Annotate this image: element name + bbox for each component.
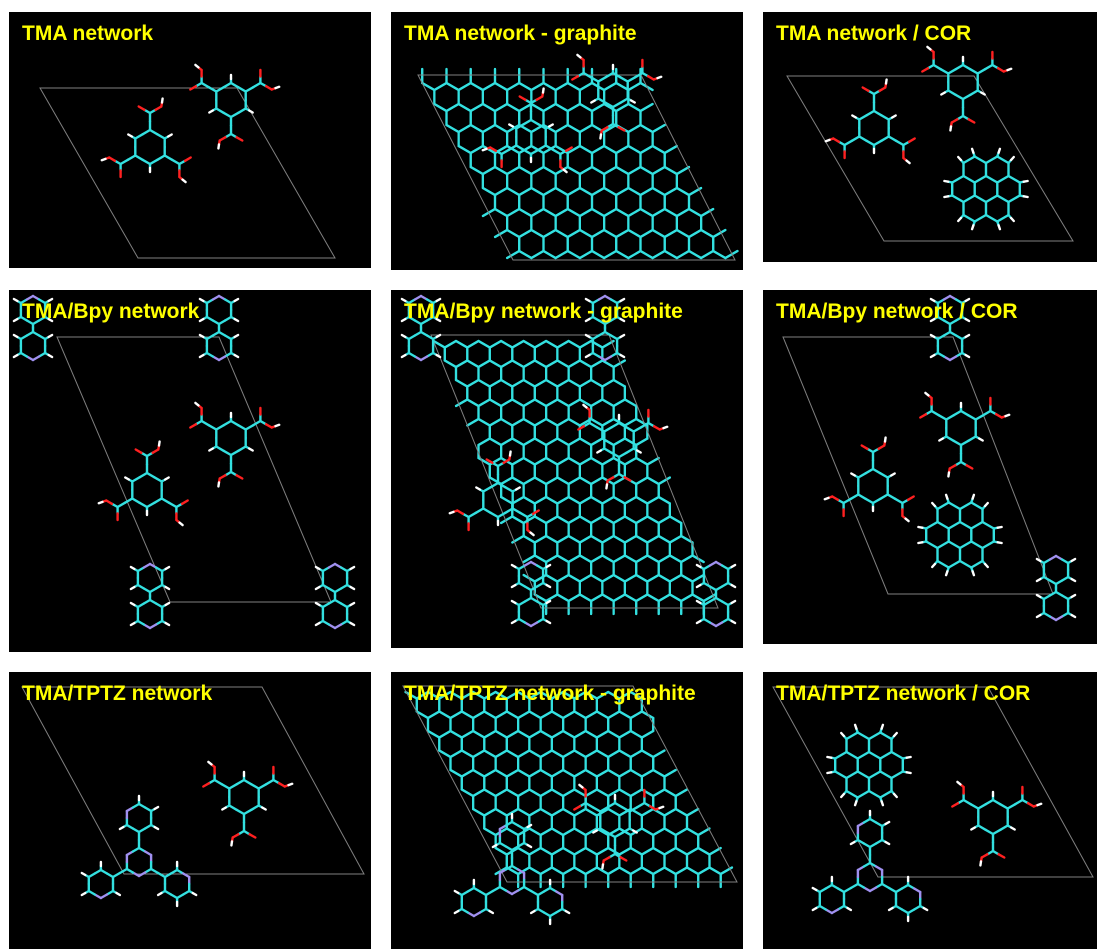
molecular-render	[400, 294, 737, 628]
panel-tma-bpy-network: TMA/Bpy network	[9, 290, 371, 652]
panel-label: TMA/Bpy network / COR	[776, 300, 1018, 323]
molecular-render	[782, 294, 1077, 622]
panel-label: TMA network - graphite	[404, 22, 637, 45]
molecular-render	[402, 685, 738, 926]
molecular-render	[772, 686, 1094, 923]
molecular-render	[12, 294, 356, 630]
panel-label: TMA/TPTZ network	[22, 682, 213, 705]
panel-tma-network: TMA network	[9, 12, 371, 268]
panel-label: TMA network / COR	[776, 22, 972, 45]
panel-label: TMA network	[22, 22, 154, 45]
molecular-render	[21, 686, 365, 908]
panel-label: TMA/TPTZ network - graphite	[404, 682, 696, 705]
molecular-render	[39, 63, 336, 259]
panel-label: TMA/Bpy network - graphite	[404, 300, 683, 323]
panel-tma-bpy-network-cor: TMA/Bpy network / COR	[763, 290, 1097, 644]
panel-tma-bpy-network-graphite: TMA/Bpy network - graphite	[391, 290, 743, 648]
panel-tma-network-graphite: TMA network - graphite	[391, 12, 743, 270]
panel-label: TMA/TPTZ network / COR	[776, 682, 1031, 705]
panel-tma-network-cor: TMA network / COR	[763, 12, 1097, 262]
molecular-render	[417, 53, 739, 261]
panel-tma-tptz-network: TMA/TPTZ network	[9, 672, 371, 949]
panel-label: TMA/Bpy network	[22, 300, 200, 323]
molecular-render	[786, 45, 1074, 242]
panel-tma-tptz-network-cor: TMA/TPTZ network / COR	[763, 672, 1097, 949]
panel-tma-tptz-network-graphite: TMA/TPTZ network - graphite	[391, 672, 743, 949]
